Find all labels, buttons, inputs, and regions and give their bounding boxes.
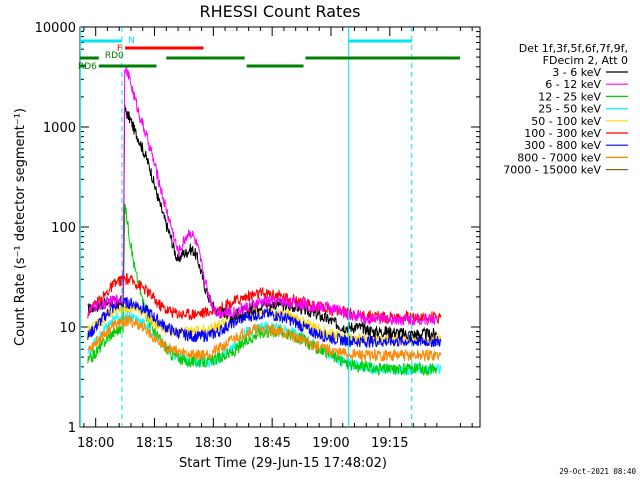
x-tick-label: 19:15 <box>371 436 408 451</box>
legend-header-line-1: Det 1f,3f,5f,6f,7f,9f, <box>519 42 628 55</box>
series-layer <box>87 65 442 377</box>
rate-decim-bar-label: RD0 <box>105 51 124 61</box>
legend-label: 50 - 100 keV <box>531 115 601 128</box>
chart-title: RHESSI Count Rates <box>200 2 361 21</box>
legend-label: 7000 - 15000 keV <box>503 164 601 177</box>
series-line-6-12-kev <box>87 65 438 327</box>
y-tick-label: 10 <box>59 321 76 336</box>
legend-label: 100 - 300 keV <box>524 127 601 140</box>
x-tick-label: 18:30 <box>195 436 232 451</box>
flare-bar-label: F <box>117 44 122 54</box>
rate-decim-bar-label: RD6 <box>78 62 97 72</box>
legend-label: 3 - 6 keV <box>552 66 601 79</box>
legend-label: 6 - 12 keV <box>545 78 601 91</box>
y-tick-label: 1000 <box>43 121 76 136</box>
x-tick-label: 18:00 <box>77 436 114 451</box>
y-tick-label: 1 <box>68 421 76 436</box>
legend-header-line-2: FDecim 2, Att 0 <box>543 54 628 67</box>
night-bar-label: N <box>128 36 135 46</box>
legend: Det 1f,3f,5f,6f,7f,9f, FDecim 2, Att 0 3… <box>503 42 628 177</box>
x-tick-label: 19:00 <box>312 436 349 451</box>
series-line-800-7000-kev <box>87 314 442 362</box>
y-axis: 1 10 100 1000 10000 <box>35 21 480 436</box>
plot-area: 1 10 100 1000 10000 18:00 18:15 18:30 18:45 19:0… <box>35 21 481 451</box>
x-tick-label: 18:45 <box>253 436 290 451</box>
legend-label: 800 - 7000 keV <box>517 151 601 164</box>
y-axis-title: Count Rate (s⁻¹ detector segment⁻¹) <box>13 108 28 346</box>
x-axis: 18:00 18:15 18:30 18:45 19:00 19:15 <box>77 27 473 451</box>
series-line-12-25-kev <box>87 203 438 377</box>
legend-label: 12 - 25 keV <box>538 90 601 103</box>
series-line-300-800-kev <box>87 296 442 349</box>
y-tick-label: 10000 <box>35 21 76 36</box>
legend-label: 25 - 50 keV <box>538 103 601 116</box>
footer-date: 29-Oct-2021 08:40 <box>559 467 636 476</box>
legend-label: 300 - 800 keV <box>524 139 601 152</box>
x-tick-label: 18:15 <box>136 436 173 451</box>
y-tick-label: 100 <box>51 221 76 236</box>
x-axis-title: Start Time (29-Jun-15 17:48:02) <box>179 456 387 471</box>
